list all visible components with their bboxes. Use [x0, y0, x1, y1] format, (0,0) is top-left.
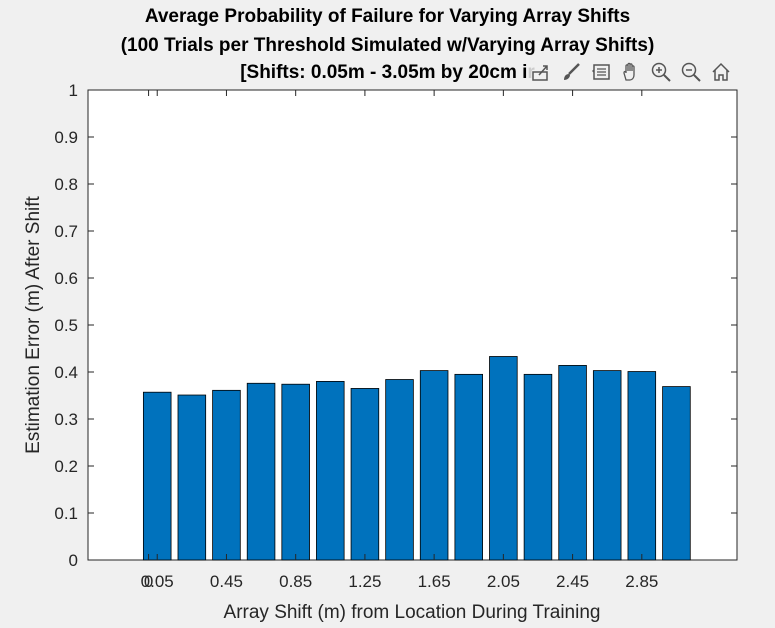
y-tick-label: 0.9 [54, 128, 78, 147]
y-tick-label: 0.6 [54, 269, 78, 288]
brush-icon[interactable] [557, 58, 585, 86]
bar [385, 379, 414, 561]
bar [246, 382, 276, 561]
y-tick-label: 0 [69, 551, 78, 570]
x-tick-label: 1.25 [348, 572, 381, 591]
x-tick-label: 1.65 [418, 572, 451, 591]
y-tick-label: 0.8 [54, 175, 78, 194]
y-tick-label: 0.4 [54, 363, 78, 382]
y-axis: 0 0.1 0.2 0.3 0.4 0.5 0.6 0.7 0.8 0.9 1 [54, 81, 737, 570]
y-tick-label: 0.3 [54, 410, 78, 429]
data-tips-icon[interactable] [587, 58, 615, 86]
x-tick-label: 0.85 [279, 572, 312, 591]
bar [316, 380, 345, 561]
home-icon[interactable] [707, 58, 735, 86]
zoom-in-icon[interactable] [647, 58, 675, 86]
bar [627, 371, 657, 561]
bar [142, 391, 172, 561]
axes-toolbar [527, 57, 735, 87]
bar [212, 389, 241, 561]
bar [592, 370, 622, 561]
y-axis-label: Estimation Error (m) After Shift [23, 195, 44, 453]
x-tick-label: 2.85 [625, 572, 658, 591]
chart-title-line-3: [Shifts: 0.05m - 3.05m by 20cm ir [240, 62, 535, 83]
bar [419, 370, 449, 561]
bar [558, 365, 587, 561]
bar [662, 386, 691, 561]
x-tick-label: 2.45 [556, 572, 589, 591]
bar [350, 388, 380, 561]
x-axis-label: Array Shift (m) from Location During Tra… [224, 602, 601, 623]
zoom-out-icon[interactable] [677, 58, 705, 86]
export-icon[interactable] [527, 58, 555, 86]
bar [177, 394, 207, 561]
x-axis: 00.05 0.45 0.85 1.25 1.65 2.05 2.45 2.85 [141, 90, 658, 591]
bar [489, 356, 518, 561]
y-tick-label: 0.7 [54, 222, 78, 241]
x-tick-label: 2.05 [487, 572, 520, 591]
bar [523, 373, 553, 561]
x-tick-label: 0.45 [210, 572, 243, 591]
bar [454, 373, 483, 561]
y-tick-label: 1 [69, 81, 78, 100]
bar [281, 383, 310, 561]
y-tick-label: 0.5 [54, 316, 78, 335]
chart-title-line-2: (100 Trials per Threshold Simulated w/Va… [120, 35, 655, 56]
y-tick-label: 0.2 [54, 457, 78, 476]
x-tick-label: 0 [144, 572, 153, 591]
x-tick-label: 0.05 [141, 572, 174, 591]
pan-icon[interactable] [617, 58, 645, 86]
chart-title-line-1: Average Probability of Failure for Varyi… [144, 6, 631, 27]
y-tick-label: 0.1 [54, 504, 78, 523]
bar-series [142, 356, 691, 561]
